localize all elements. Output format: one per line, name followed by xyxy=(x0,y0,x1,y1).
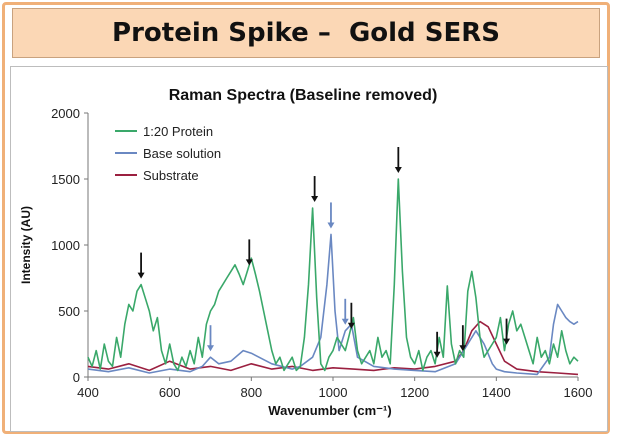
series-layer xyxy=(87,178,579,376)
title-banner: Protein Spike – Gold SERS xyxy=(12,8,600,58)
peak-arrow-head xyxy=(459,345,467,352)
peak-arrow-head xyxy=(137,272,145,279)
x-tick-label: 600 xyxy=(159,385,181,400)
series-line-0 xyxy=(87,178,579,372)
x-tick-label: 1400 xyxy=(482,385,511,400)
y-tick-label: 0 xyxy=(73,370,80,385)
blue-peak-arrow-head xyxy=(207,345,214,352)
legend-label: 1:20 Protein xyxy=(143,124,213,139)
x-tick-label: 800 xyxy=(240,385,262,400)
y-axis-label: Intensity (AU) xyxy=(19,206,33,284)
peak-arrow-head xyxy=(433,351,441,358)
peak-arrow-head xyxy=(503,338,511,345)
peak-arrow-head xyxy=(311,196,319,203)
blue-peak-arrow-head xyxy=(341,318,349,325)
chart-title: Raman Spectra (Baseline removed) xyxy=(169,87,438,104)
x-tick-label: 400 xyxy=(77,385,99,400)
peak-arrow-head xyxy=(245,259,253,266)
legend: 1:20 Protein Base solution Substrate xyxy=(115,124,221,183)
blue-peak-arrow-head xyxy=(327,222,335,229)
x-tick-label: 1600 xyxy=(564,385,593,400)
y-tick-label: 1000 xyxy=(51,238,80,253)
x-tick-label: 1000 xyxy=(319,385,348,400)
legend-label: Base solution xyxy=(143,146,221,161)
x-axis-label: Wavenumber (cm⁻¹) xyxy=(268,403,391,418)
x-tick-label: 1200 xyxy=(400,385,429,400)
peak-arrow-head xyxy=(347,322,355,329)
axes: 0 500 1000 1500 2000 400 600 800 1000 1200 1400 160… xyxy=(51,106,592,400)
plot-panel xyxy=(10,66,608,432)
peak-arrow-head xyxy=(394,167,402,173)
y-tick-label: 500 xyxy=(58,304,80,319)
banner-title: Protein Spike – Gold SERS xyxy=(112,18,500,48)
series-line-1 xyxy=(87,233,579,376)
y-tick-label: 2000 xyxy=(51,106,80,121)
series-line-2 xyxy=(87,320,579,376)
legend-label: Substrate xyxy=(143,168,199,183)
y-tick-label: 1500 xyxy=(51,172,80,187)
peak-arrows xyxy=(137,147,511,358)
